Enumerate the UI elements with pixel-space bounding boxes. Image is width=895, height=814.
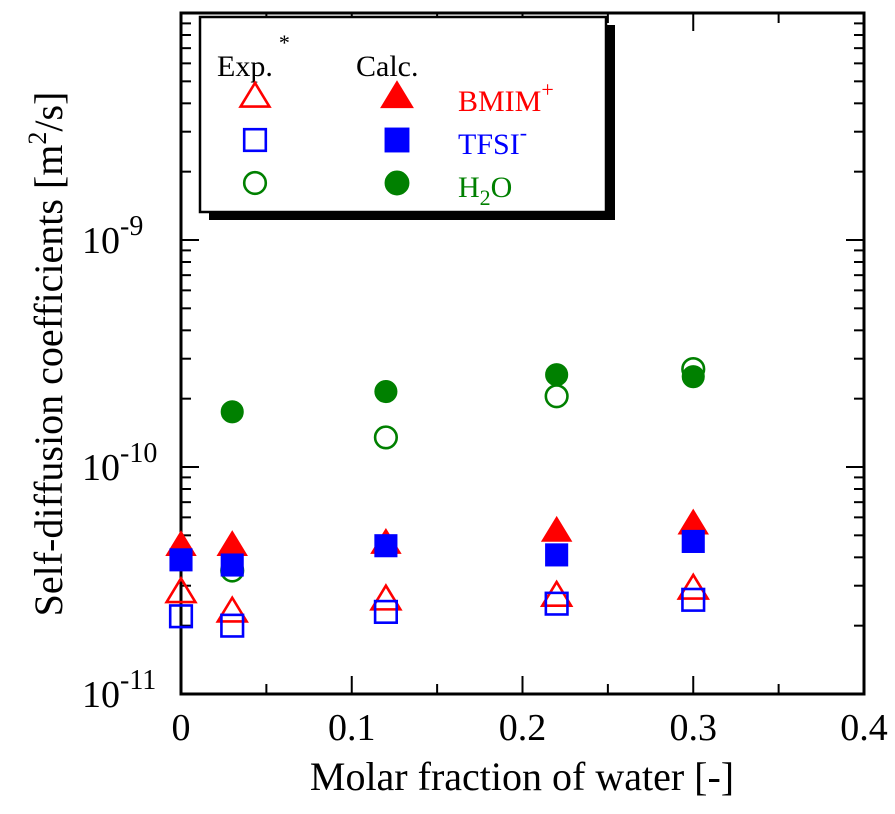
calc-triangle-marker <box>540 515 573 542</box>
calc-square-marker <box>681 529 705 553</box>
calc-square-marker <box>169 548 193 572</box>
legend-calc-header: Calc. <box>356 50 418 83</box>
y-tick-label: 10-10 <box>82 438 157 489</box>
calc-square-marker <box>545 543 569 567</box>
y-axis-title-main: Self-diffusion coefficients [m <box>26 145 71 617</box>
legend-calc-triangle-marker <box>380 80 414 109</box>
calc-circle-marker <box>220 400 244 424</box>
exp-triangle-marker <box>369 583 403 611</box>
y-axis-title-tail: /s] <box>26 92 71 132</box>
exp-square-marker <box>681 587 706 612</box>
legend-entry-label: TFSI- <box>458 120 527 161</box>
x-tick-label: 0.1 <box>328 707 376 749</box>
exp-square-marker <box>220 613 245 638</box>
legend-exp-triangle-marker <box>238 80 272 108</box>
calc-square-marker <box>374 534 398 558</box>
axis-tick-labels: 0 0.1 0.2 0.3 0.4 10-11 10-10 10-9 <box>82 211 888 749</box>
legend-entries: BMIM+TFSI- H2O <box>238 77 554 210</box>
legend-exp-circle-marker <box>242 170 268 196</box>
y-tick-label: 10-11 <box>82 665 156 716</box>
legend-calc-circle-marker <box>384 170 410 196</box>
exp-square-marker <box>544 591 569 616</box>
y-axis-title: Self-diffusion coefficients [m2/s] <box>23 92 71 617</box>
legend-exp-header: Exp.* <box>217 30 290 83</box>
legend-calc-square-marker <box>384 127 410 153</box>
legend-exp-square-marker <box>242 127 268 153</box>
exp-square-marker <box>168 604 194 629</box>
exp-square-marker <box>373 599 399 624</box>
exp-circle-marker <box>373 425 399 450</box>
x-tick-label: 0.4 <box>840 707 888 749</box>
calc-square-marker <box>220 553 244 577</box>
y-axis-title-sup: 2 <box>23 132 52 145</box>
x-tick-label: 0.2 <box>499 707 547 749</box>
legend: Exp.* Calc. BMIM+TFSI- H2O <box>198 15 615 220</box>
exp-triangle-marker <box>676 572 710 600</box>
x-axis-title: Molar fraction of water [-] <box>310 754 734 799</box>
calc-circle-marker <box>545 363 569 387</box>
exp-triangle-marker <box>164 575 198 604</box>
data-markers <box>164 356 710 638</box>
legend-entry-label: H2O <box>458 171 512 210</box>
exp-triangle-marker <box>215 595 249 623</box>
x-tick-label: 0.3 <box>670 707 718 749</box>
legend-exp-header-mark: * <box>279 30 290 55</box>
calc-circle-marker <box>681 365 705 389</box>
y-tick-label: 10-9 <box>82 211 143 262</box>
legend-exp-header-text: Exp. <box>217 50 273 83</box>
legend-entry-label: BMIM+ <box>458 77 554 118</box>
x-tick-label: 0 <box>172 707 191 749</box>
calc-circle-marker <box>374 379 398 404</box>
